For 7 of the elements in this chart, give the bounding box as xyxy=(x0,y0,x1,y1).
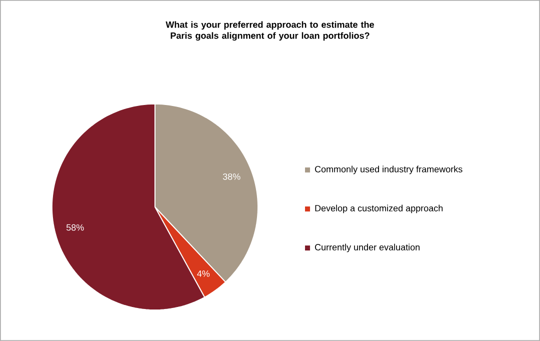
legend-label: Commonly used industry frameworks xyxy=(315,166,462,174)
legend-label: Currently under evaluation xyxy=(315,244,420,252)
data-label: 58% xyxy=(66,224,84,231)
chart-title: What is your preferred approach to estimate the Paris goals alignment of your loan portfolios? xyxy=(166,21,374,41)
legend-label: Develop a customized approach xyxy=(315,204,443,214)
data-label: 4% xyxy=(197,270,210,277)
data-label: 38% xyxy=(222,173,240,180)
